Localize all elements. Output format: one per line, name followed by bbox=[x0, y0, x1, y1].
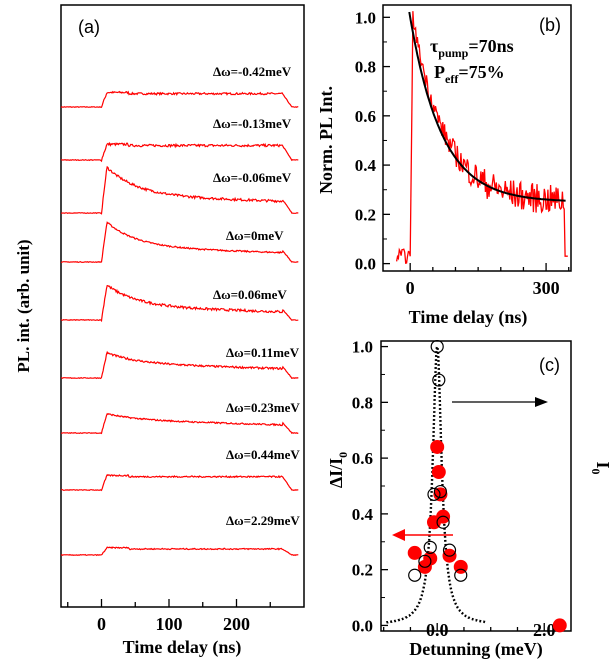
panel-a-series-label-8: Δω=2.29meV bbox=[226, 513, 300, 528]
panel-b-y-tick-label: 0.4 bbox=[355, 156, 377, 175]
panel-b-y-tick-label: 0.0 bbox=[355, 255, 376, 274]
panel-b-label: (b) bbox=[539, 15, 561, 35]
panel-a-trace-5 bbox=[60, 350, 299, 380]
panel-a-trace-7 bbox=[60, 473, 299, 492]
panel-b-y-tick-label: 0.6 bbox=[355, 107, 376, 126]
panel-a-series-label-4: Δω=0.06meV bbox=[213, 287, 287, 302]
peff-subscript: eff bbox=[445, 72, 459, 86]
panel-c-open-point bbox=[432, 373, 446, 387]
panel-c-open-point bbox=[418, 554, 432, 568]
panel-c-filled-point bbox=[430, 439, 445, 454]
panel-c-y-tick-label: 0.4 bbox=[352, 505, 374, 524]
panel-c-lorentzian-curve bbox=[385, 343, 486, 624]
panel-c-open-point bbox=[436, 515, 450, 529]
panel-c-ticks: 0.0 0.2 0.4 0.6 0.8 1.0 0.0 2.0 bbox=[352, 338, 556, 640]
panel-b-frame bbox=[382, 4, 572, 272]
panel-a-x-axis-label: Time delay (ns) bbox=[123, 637, 242, 658]
panel-b-trace bbox=[395, 11, 568, 264]
panel-a-trace-4 bbox=[60, 284, 299, 323]
panel-a-y-axis-label: PL. int. (arb. unit) bbox=[14, 239, 33, 372]
panel-c-y-tick-label: 1.0 bbox=[352, 338, 373, 357]
panel-a-x-tick-label: 0 bbox=[97, 614, 106, 634]
panel-c-x-tick-label: 2.0 bbox=[533, 620, 556, 640]
panel-c-label: (c) bbox=[539, 355, 560, 375]
panel-c-filled-point bbox=[431, 465, 446, 480]
panel-c-open-point bbox=[408, 568, 422, 582]
panel-b-y-tick-label: 1.0 bbox=[355, 8, 376, 27]
panel-c: (c) 0.0 0.2 0.4 0.6 0.8 1.0 0.0 2.0 Detunning (… bbox=[326, 338, 613, 660]
panel-c-y-axis-label: ΔI/I0 bbox=[326, 452, 350, 488]
panel-a-trace-2 bbox=[61, 165, 299, 215]
panel-c-right-axis-label-main: I bbox=[593, 461, 613, 468]
panel-b-y-tick-label: 0.8 bbox=[355, 58, 376, 77]
panel-a-x-ticks: 0 100 200 bbox=[67, 599, 271, 634]
panel-c-right-axis-label-sub: 0 bbox=[589, 469, 603, 475]
panel-b-annotation-tau: τpump=70ns bbox=[430, 36, 514, 60]
panel-c-frame bbox=[380, 340, 572, 632]
panel-c-y-tick-label: 0.0 bbox=[352, 616, 373, 635]
panel-c-open-point bbox=[430, 339, 444, 354]
panel-a-trace-0 bbox=[60, 90, 299, 109]
panel-b-fit-curve bbox=[408, 11, 566, 202]
peff-value: =75% bbox=[458, 62, 504, 82]
panel-a-series-labels: Δω=-0.42meV Δω=-0.13meV Δω=-0.06meV Δω=0meV… bbox=[213, 64, 300, 528]
panel-c-y-axis-label-main: ΔI/I bbox=[326, 458, 346, 488]
tau-value: =70ns bbox=[468, 36, 513, 56]
panel-a-trace-8 bbox=[60, 546, 299, 557]
panel-a-series-label-6: Δω=0.23meV bbox=[226, 400, 300, 415]
panel-b-x-tick-label: 0 bbox=[406, 278, 415, 298]
panel-a-series-label-1: Δω=-0.13meV bbox=[213, 116, 292, 131]
panel-a-trace-1 bbox=[60, 141, 299, 163]
panel-a-trace-6 bbox=[60, 412, 299, 435]
panel-a-x-tick-label: 100 bbox=[156, 614, 183, 634]
panel-c-filled-point bbox=[552, 618, 567, 633]
panel-b-y-tick-label: 0.2 bbox=[355, 205, 376, 224]
panel-c-y-tick-label: 0.6 bbox=[352, 449, 373, 468]
panel-a: (a) Δω=-0.42meVΔω=-0.13meVΔω=-0.06meVΔω=… bbox=[14, 4, 305, 658]
panel-a-trace-3 bbox=[60, 221, 299, 264]
panel-a-series-label-7: Δω=0.44meV bbox=[226, 447, 300, 462]
right-axis-arrowhead bbox=[535, 397, 548, 407]
left-axis-arrowhead bbox=[392, 529, 405, 541]
panel-c-x-tick-label: 0.0 bbox=[426, 620, 449, 640]
panel-b-ticks: 0.0 0.2 0.4 0.6 0.8 1.0 0 300 bbox=[355, 8, 570, 298]
panel-c-y-tick-label: 0.8 bbox=[352, 393, 373, 412]
panel-c-open-point bbox=[427, 487, 441, 501]
panel-c-y-tick-label: 0.2 bbox=[352, 561, 373, 580]
panel-a-series-label-0: Δω=-0.42meV bbox=[213, 64, 292, 79]
panel-c-open-point bbox=[433, 484, 448, 499]
panel-a-series-label-2: Δω=-0.06meV bbox=[213, 170, 292, 185]
panel-a-traces bbox=[60, 90, 299, 557]
panel-b-annotation-peff: Peff=75% bbox=[434, 62, 505, 86]
panel-a-series-label-5: Δω=0.11meV bbox=[226, 345, 300, 360]
panel-a-series-label-3: Δω=0meV bbox=[226, 228, 284, 243]
tau-symbol: τ bbox=[430, 36, 439, 56]
panel-c-open-point bbox=[423, 540, 437, 554]
tau-subscript: pump bbox=[438, 46, 468, 60]
panel-c-filled-point bbox=[407, 545, 422, 560]
panel-c-x-axis-label: Detunning (meV) bbox=[409, 639, 543, 660]
panel-b-x-tick-label: 300 bbox=[533, 278, 560, 298]
peff-symbol: P bbox=[434, 62, 445, 82]
panel-b-x-axis-label: Time delay (ns) bbox=[409, 307, 528, 328]
panel-c-right-axis-label: I0 bbox=[589, 461, 613, 474]
panel-a-x-tick-label: 200 bbox=[223, 614, 250, 634]
panel-b: (b) 0.0 0.2 0.4 0.6 0.8 1.0 0 300 τpump=70ns Pe… bbox=[316, 4, 572, 328]
panel-c-open-point bbox=[442, 543, 457, 557]
panel-c-open-point bbox=[454, 568, 468, 582]
panel-a-label: (a) bbox=[78, 17, 100, 37]
panel-c-y-axis-label-sub: 0 bbox=[336, 452, 350, 458]
panel-a-frame bbox=[60, 4, 305, 608]
panel-c-open-points bbox=[408, 339, 468, 582]
panel-b-y-axis-label: Norm. PL Int. bbox=[316, 86, 336, 194]
